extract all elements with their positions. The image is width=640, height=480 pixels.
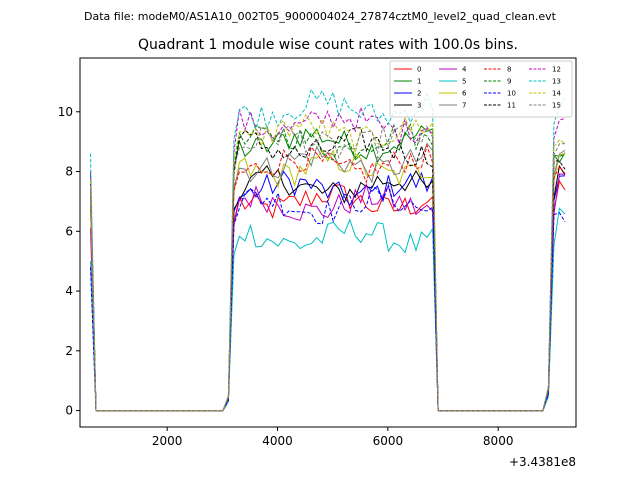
legend-label-2: 2	[417, 90, 421, 98]
legend-label-0: 0	[417, 66, 421, 74]
legend-label-13: 13	[552, 78, 561, 86]
legend-label-14: 14	[552, 90, 561, 98]
legend-label-5: 5	[462, 78, 466, 86]
legend-label-12: 12	[552, 66, 561, 74]
legend-label-6: 6	[462, 90, 467, 98]
legend-label-9: 9	[507, 78, 511, 86]
series-layer	[90, 88, 566, 412]
legend-label-4: 4	[462, 66, 467, 74]
legend-label-3: 3	[417, 102, 421, 110]
y-tick-label: 2	[65, 344, 73, 358]
y-tick-label: 0	[65, 404, 73, 418]
legend-label-7: 7	[462, 102, 466, 110]
plot-area	[79, 57, 577, 428]
axes-frame	[79, 57, 577, 428]
series-line-15	[90, 123, 566, 412]
axes-background	[80, 58, 576, 427]
series-line-12	[90, 105, 566, 412]
y-tick-label: 4	[65, 284, 73, 298]
chart-title: Quadrant 1 module wise count rates with …	[138, 37, 518, 53]
x-tick-label: 6000	[373, 434, 404, 448]
legend-label-10: 10	[507, 90, 516, 98]
legend-label-11: 11	[507, 102, 516, 110]
y-tick-label: 10	[58, 105, 73, 119]
x-tick-label: 2000	[152, 434, 183, 448]
legend-frame	[389, 60, 573, 118]
suptitle: Data file: modeM0/AS1A10_002T05_90000040…	[84, 10, 557, 23]
y-axis: 0 2 4 6 8 10	[58, 105, 80, 418]
x-tick-label: 8000	[483, 434, 514, 448]
legend-label-8: 8	[507, 66, 511, 74]
y-tick-label: 8	[65, 165, 73, 179]
x-tick-label: 4000	[262, 434, 293, 448]
x-axis: 2000 4000 6000 8000	[152, 427, 514, 448]
x-offset-label: +3.4381e8	[509, 455, 576, 469]
legend-label-1: 1	[417, 78, 421, 86]
y-tick-label: 6	[65, 224, 73, 238]
legend-label-15: 15	[552, 102, 561, 110]
